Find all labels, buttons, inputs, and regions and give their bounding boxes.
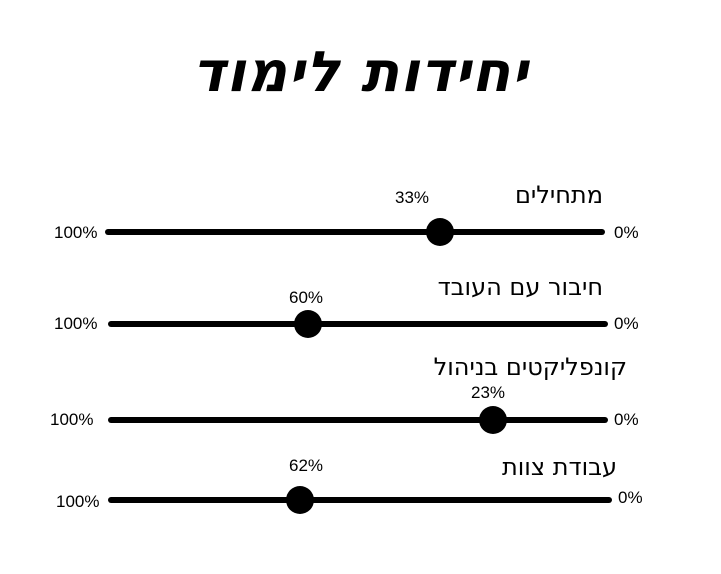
slider-value: 62%: [288, 456, 324, 475]
slider-track[interactable]: [108, 321, 608, 327]
slider-track[interactable]: [105, 229, 605, 235]
slider-min-label: 0%: [614, 410, 639, 429]
slider-label: עבודת צוות: [501, 453, 617, 481]
slider-value: 60%: [288, 288, 324, 307]
slider-thumb[interactable]: [426, 218, 454, 246]
slider-label: קונפליקטים בניהול: [433, 353, 627, 381]
slider-min-label: 0%: [614, 314, 639, 333]
slider-max-label: 100%: [54, 223, 98, 242]
slider-max-label: 100%: [54, 314, 98, 333]
slider-thumb[interactable]: [285, 486, 314, 514]
slider-min-label: 0%: [618, 488, 643, 507]
slider-track[interactable]: [108, 417, 608, 423]
slider-thumb[interactable]: [294, 310, 322, 338]
slider-track[interactable]: [108, 497, 612, 503]
slider-value: 23%: [470, 383, 506, 402]
slider-label: חיבור עם העובד: [437, 273, 603, 301]
slider-max-label: 100%: [56, 492, 100, 511]
slider-thumb[interactable]: [479, 406, 507, 434]
slider-label: מתחילים: [514, 181, 603, 209]
slider-max-label: 100%: [50, 410, 94, 429]
page-title: יחידות לימוד: [192, 40, 529, 105]
slider-min-label: 0%: [614, 223, 639, 242]
slider-value: 33%: [394, 188, 430, 207]
